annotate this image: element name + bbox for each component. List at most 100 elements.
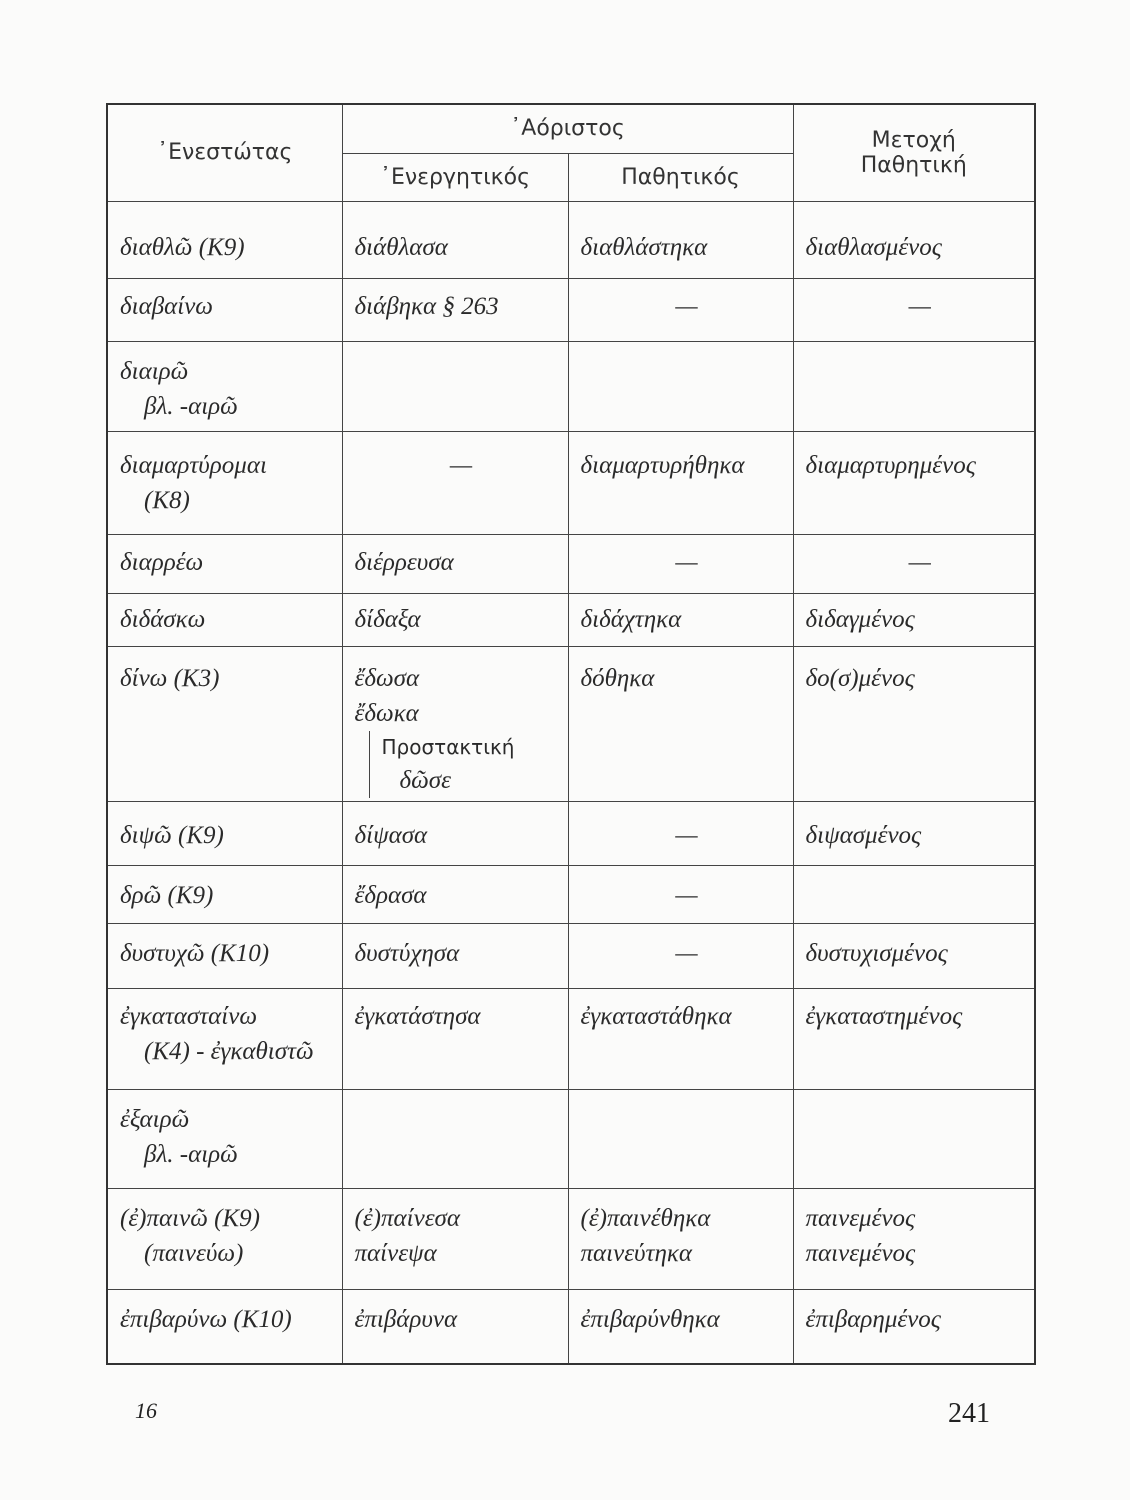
cell-text: δίνω (Κ3) [120,664,220,692]
table-row: διαθλῶ (Κ9) διάθλασα διαθλάστηκα διαθλασμέν… [106,200,1036,279]
cell-text: (Κ4) - ἐγκαθιστῶ [144,1037,314,1065]
cell-present: διαρρέω [106,533,343,594]
cell-text: παίνεψα [354,1239,437,1267]
header-present: ᾽Ενεστώτας [106,103,343,202]
cell-text: διαμαρτυρημένος [805,451,976,479]
cell-aorist-passive: ἐπιβαρύνθηκα [567,1288,794,1365]
cell-text: δίδαξα [354,605,421,633]
cell-participle: διαθλασμένος [792,200,1036,279]
cell-text: (ἐ)παινῶ (Κ9) [120,1204,260,1232]
cell-aorist-active: διάβηκα § 263 [341,277,569,342]
cell-text: διαιρῶ [120,357,189,385]
cell-present: διαθλῶ (Κ9) [106,200,343,279]
cell-text: ἐπιβάρυνα [354,1305,458,1333]
cell-present: δρῶ (Κ9) [106,864,343,924]
cell-aorist-active: ἔδωσα ἔδωκα Προστακτική δῶσε [341,645,569,802]
cell-aorist-active: ἐπιβάρυνα [341,1288,569,1365]
cell-present: διαιρῶ βλ. -αιρῶ [106,340,343,432]
cell-participle: — [792,533,1036,594]
cell-participle: παινεμένος παινεμένος [792,1187,1036,1290]
table-row: (ἐ)παινῶ (Κ9) (παινεύω) (ἐ)παίνεσα παίνεψα(… [106,1187,1036,1290]
cell-participle: ἐπιβαρημένος [792,1288,1036,1365]
cell-present: δυστυχῶ (Κ10) [106,922,343,989]
cell-text: (παινεύω) [144,1239,244,1267]
header-participle-line1: Μετοχή [871,127,956,153]
cell-text: — [675,548,698,576]
table-row: διαιρῶ βλ. -αιρῶ [106,340,1036,432]
cell-aorist-passive: — [567,864,794,924]
cell-aorist-active: διέρρευσα [341,533,569,594]
cell-aorist-active: δυστύχησα [341,922,569,989]
cell-text: διάβηκα § 263 [354,292,499,320]
cell-text: διαβαίνω [120,292,213,320]
cell-aorist-passive: δόθηκα [567,645,794,802]
cell-text: διαμαρτύρομαι [120,451,267,479]
cell-text: βλ. -αιρῶ [144,392,238,420]
header-participle-line2: Παθητική [860,152,967,178]
cell-text: δο(σ)μένος [805,664,915,692]
cell-present: ἐξαιρῶ βλ. -αιρῶ [106,1088,343,1189]
cell-text: διαθλάστηκα [580,233,708,261]
header-participle: Μετοχή Παθητική [792,103,1036,202]
page-number-right: 241 [948,1398,990,1429]
cell-aorist-active [341,340,569,432]
cell-text: — [449,451,473,479]
cell-aorist-active: δίδαξα [341,592,569,647]
cell-present: διδάσκω [106,592,343,647]
cell-participle: διδαγμένος [792,592,1036,647]
cell-participle [792,1088,1036,1189]
table-row: ἐπιβαρύνω (Κ10) ἐπιβάρυνα ἐπιβαρύνθηκα ἐπιβ… [106,1288,1036,1365]
cell-text: παινεμένος [805,1239,916,1267]
cell-text: δυστυχισμένος [805,939,948,967]
cell-text: διέρρευσα [354,548,454,576]
cell-participle: δυστυχισμένος [792,922,1036,989]
cell-present: διαβαίνω [106,277,343,342]
table-row: διαβαίνω διάβηκα § 263 — — [106,277,1036,342]
cell-present: δίνω (Κ3) [106,645,343,802]
table-body: διαθλῶ (Κ9) διάθλασα διαθλάστηκα διαθλασμέν… [106,200,1036,1365]
cell-text: διάθλασα [354,233,448,261]
cell-aorist-active: διάθλασα [341,200,569,279]
cell-participle [792,864,1036,924]
cell-text: ἔδωσα [354,664,420,692]
header-aorist: ᾽Αόριστος [341,103,794,154]
cell-text: ἐγκατασταίνω [120,1002,257,1030]
cell-text: ἔδωκα [354,699,419,727]
cell-text: παινεύτηκα [580,1239,693,1267]
cell-text: δυστυχῶ (Κ10) [120,939,270,967]
cell-text: — [675,939,698,967]
cell-present: (ἐ)παινῶ (Κ9) (παινεύω) [106,1187,343,1290]
table-row: ἐγκατασταίνω (Κ4) - ἐγκαθιστῶ ἐγκατάστησα ἐ… [106,987,1036,1090]
cell-text: (ἐ)παίνεσα [354,1204,461,1232]
cell-text: (ἐ)παινέθηκα [580,1204,711,1232]
cell-text: ἐγκαταστημένος [805,1002,963,1030]
cell-text: δρῶ (Κ9) [120,881,214,909]
table-row: δυστυχῶ (Κ10) δυστύχησα — δυστυχισμένος [106,922,1036,989]
cell-participle: δο(σ)μένος [792,645,1036,802]
cell-text: διαθλασμένος [805,233,942,261]
cell-aorist-active: δίψασα [341,800,569,866]
cell-text: (Κ8) [144,486,190,514]
header-active: ᾽Ενεργητικός [341,152,569,202]
imperative-note: Προστακτική δῶσε [368,730,568,798]
cell-present: ἐπιβαρύνω (Κ10) [106,1288,343,1365]
cell-text: ἐξαιρῶ [120,1105,190,1133]
cell-text: διαμαρτυρήθηκα [580,451,745,479]
table-row: ἐξαιρῶ βλ. -αιρῶ [106,1088,1036,1189]
cell-text: διδαγμένος [805,605,915,633]
cell-text: δυστύχησα [354,939,460,967]
cell-aorist-passive [567,1088,794,1189]
cell-text: — [675,881,698,909]
cell-text: ἐγκατάστησα [354,1002,481,1030]
cell-text: διαθλῶ (Κ9) [120,233,245,261]
cell-participle [792,340,1036,432]
cell-text: — [675,292,698,320]
table-row: διδάσκω δίδαξα διδάχτηκα διδαγμένος [106,592,1036,647]
cell-text: παινεμένος [805,1204,916,1232]
cell-participle: ἐγκαταστημένος [792,987,1036,1090]
cell-aorist-passive [567,340,794,432]
cell-aorist-active: (ἐ)παίνεσα παίνεψα [341,1187,569,1290]
cell-participle: διαμαρτυρημένος [792,430,1036,535]
cell-text: διψασμένος [805,821,922,849]
